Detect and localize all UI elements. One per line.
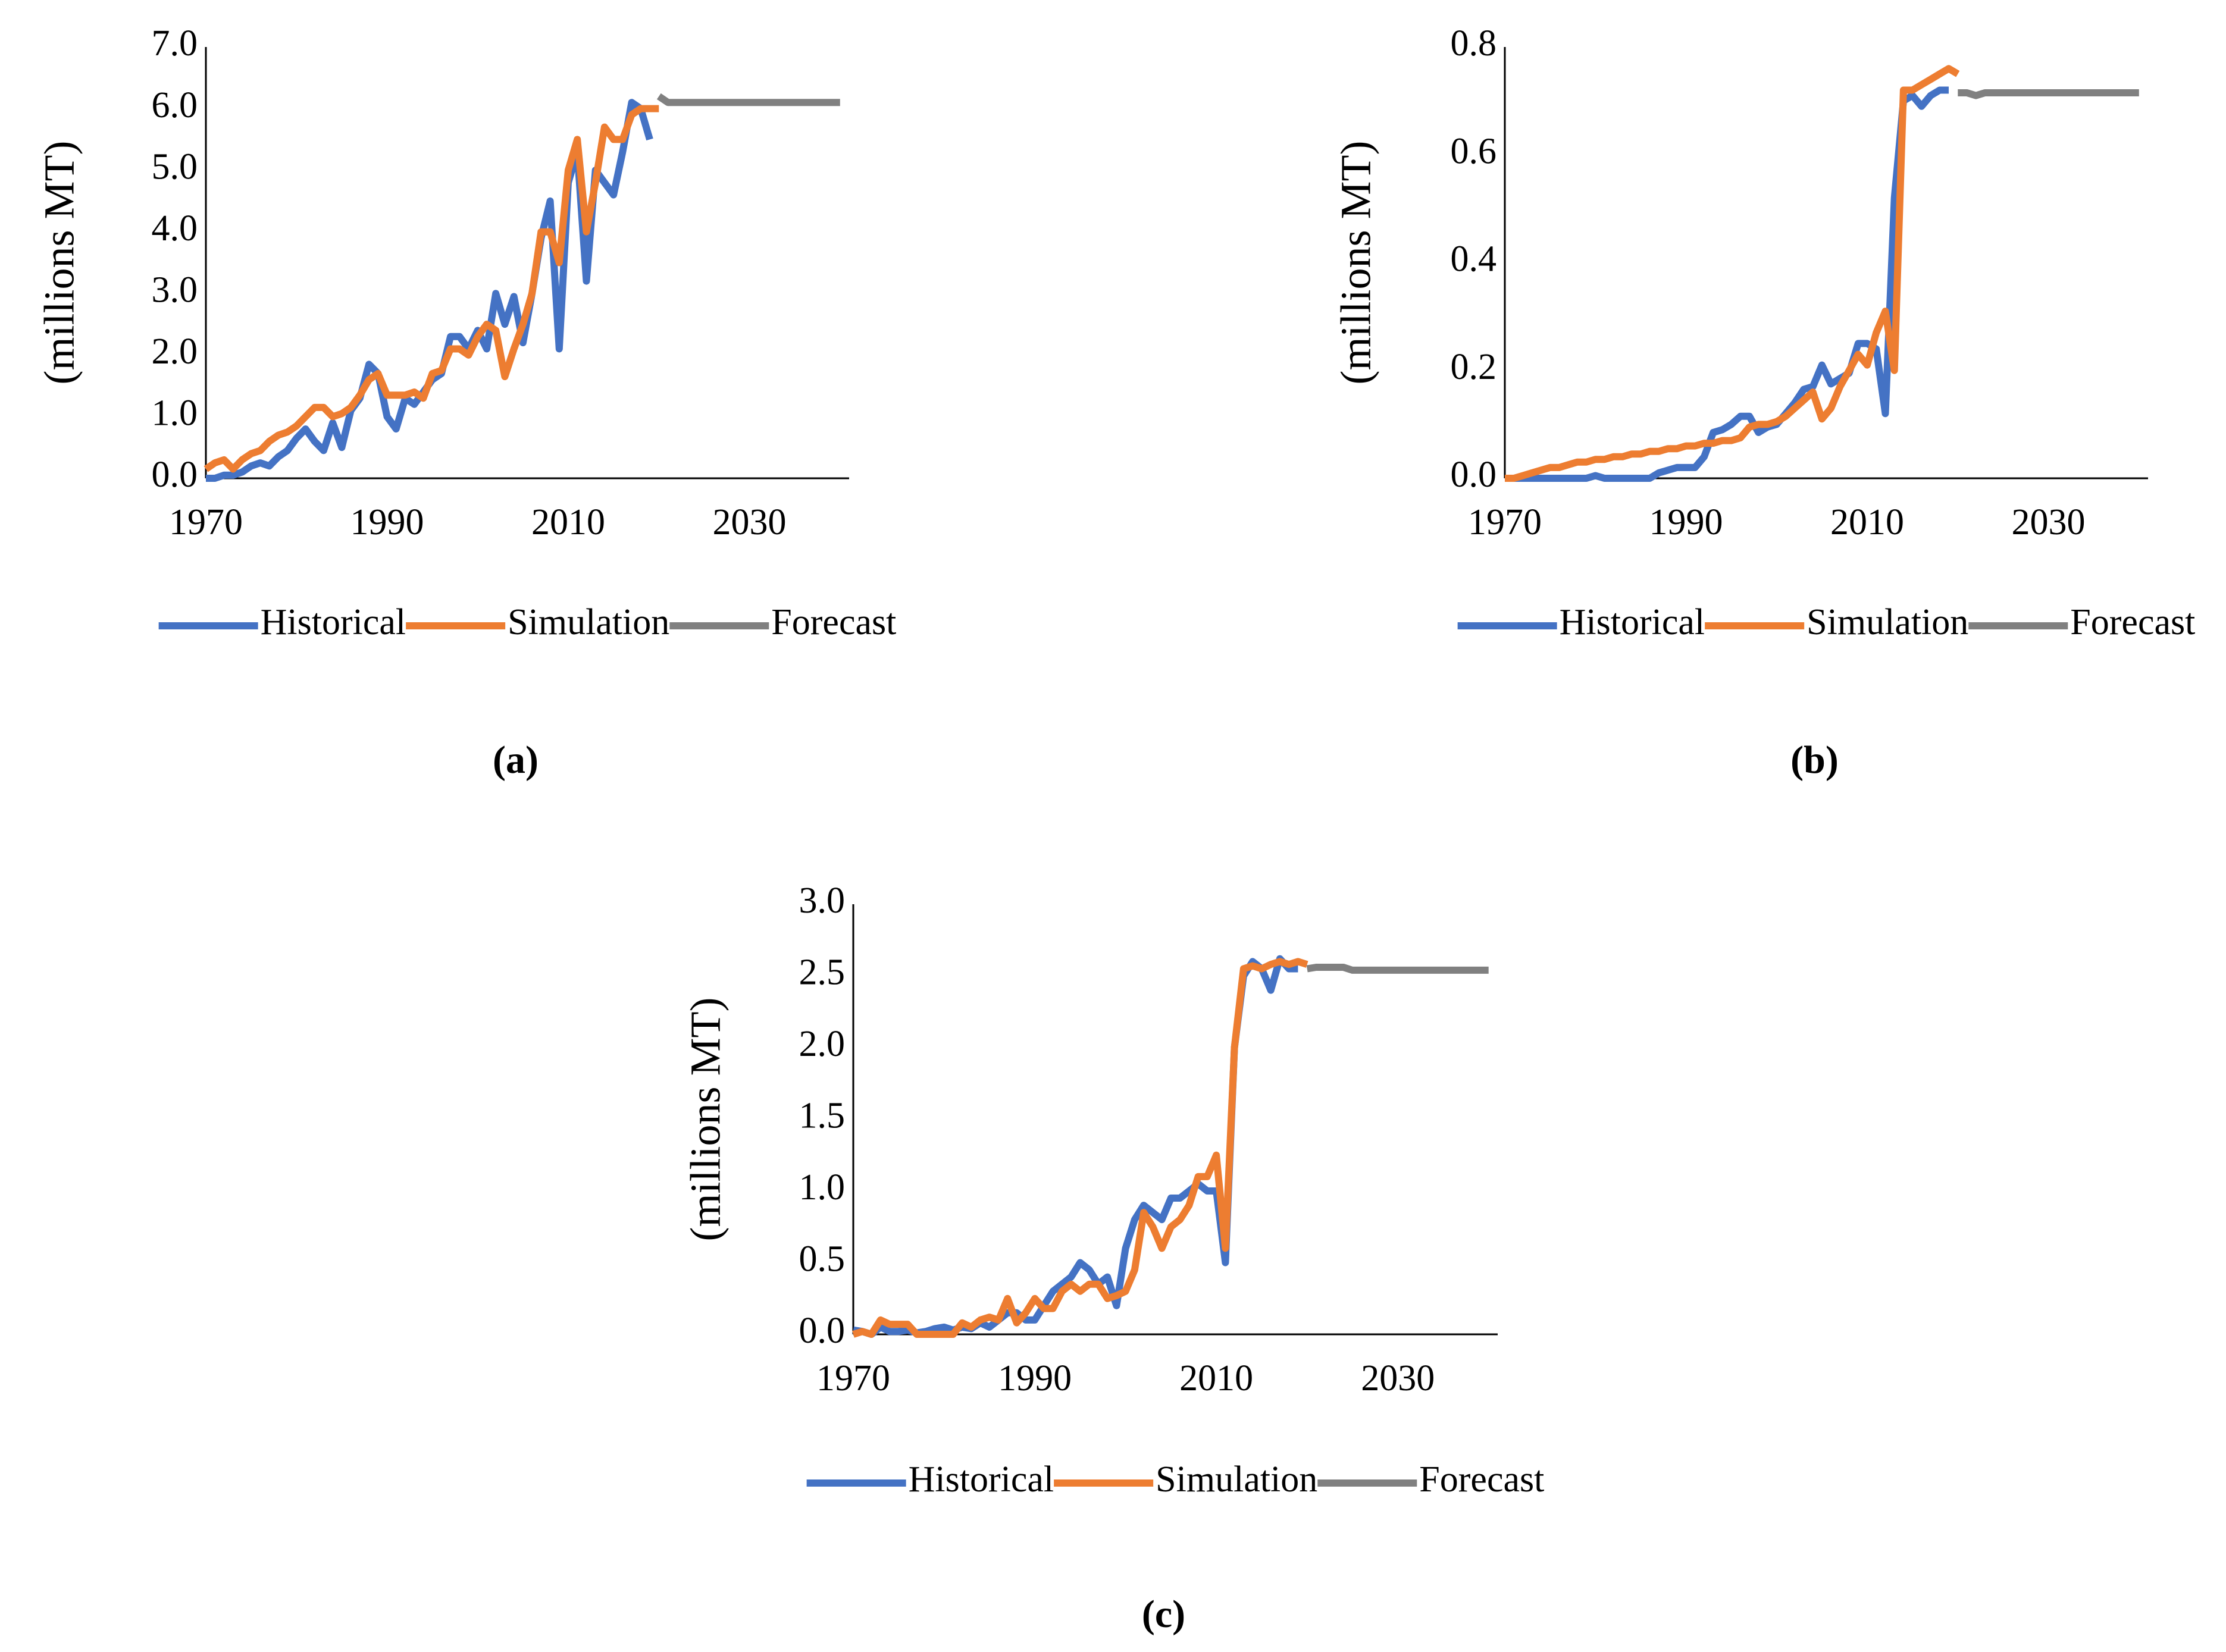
- y-axis-title: (millions MT): [1332, 141, 1380, 385]
- y-tick-label: 2.5: [799, 952, 846, 993]
- series-line: [656, 93, 840, 106]
- y-tick-label: 2.0: [799, 1024, 846, 1064]
- y-tick-label: 2.0: [152, 331, 198, 372]
- y-axis-title: (millions MT): [36, 141, 83, 385]
- y-axis-title: (millions MT): [682, 998, 730, 1242]
- legend-label: Forecast: [1419, 1459, 1544, 1500]
- legend-label: Simulation: [1807, 602, 1968, 642]
- legend-label: Simulation: [508, 602, 669, 642]
- y-tick-label: 0.0: [1451, 454, 1497, 495]
- y-tick-label: 0.0: [152, 454, 198, 495]
- series-line: [852, 958, 1308, 1338]
- x-tick-label: 2010: [1179, 1358, 1253, 1399]
- legend-label: Historical: [1560, 602, 1705, 642]
- y-tick-label: 3.0: [152, 270, 198, 311]
- x-tick-label: 1990: [350, 502, 424, 543]
- y-tick-label: 1.0: [799, 1167, 846, 1208]
- x-tick-label: 2010: [531, 502, 605, 543]
- x-tick-label: 1970: [1468, 502, 1542, 543]
- y-tick-label: 0.8: [1451, 23, 1497, 64]
- legend-label: Historical: [261, 602, 406, 642]
- y-tick-label: 0.2: [1451, 347, 1497, 387]
- chart-caption: (b): [1790, 738, 1839, 782]
- y-tick-label: 0.0: [799, 1311, 846, 1351]
- y-tick-label: 0.4: [1451, 239, 1497, 280]
- chart-caption: (c): [1142, 1593, 1185, 1636]
- legend-label: Historical: [909, 1459, 1054, 1500]
- y-tick-label: 5.0: [152, 146, 198, 187]
- series-line: [1505, 86, 1949, 482]
- series-line: [1306, 964, 1489, 974]
- x-tick-label: 1970: [816, 1358, 890, 1399]
- legend-label: Forecast: [2070, 602, 2195, 642]
- x-tick-label: 2030: [2012, 502, 2086, 543]
- y-tick-label: 0.5: [799, 1239, 846, 1280]
- x-tick-label: 1990: [998, 1358, 1072, 1399]
- series-line: [203, 105, 659, 473]
- y-tick-label: 4.0: [152, 208, 198, 249]
- y-tick-label: 3.0: [799, 880, 846, 921]
- y-tick-label: 0.6: [1451, 131, 1497, 171]
- legend-label: Simulation: [1156, 1459, 1317, 1500]
- legend-label: Forecast: [771, 602, 896, 642]
- y-tick-label: 1.0: [152, 393, 198, 434]
- x-tick-label: 1970: [169, 502, 243, 543]
- x-tick-label: 2030: [713, 502, 787, 543]
- y-tick-label: 7.0: [152, 23, 198, 64]
- series-line: [206, 99, 653, 482]
- x-tick-label: 1990: [1649, 502, 1723, 543]
- y-tick-label: 1.5: [799, 1096, 846, 1136]
- x-tick-label: 2030: [1361, 1358, 1435, 1399]
- series-line: [1505, 65, 1960, 482]
- x-tick-label: 2010: [1830, 502, 1904, 543]
- series-line: [1958, 89, 2139, 99]
- chart-caption: (a): [493, 738, 539, 782]
- y-tick-label: 6.0: [152, 85, 198, 126]
